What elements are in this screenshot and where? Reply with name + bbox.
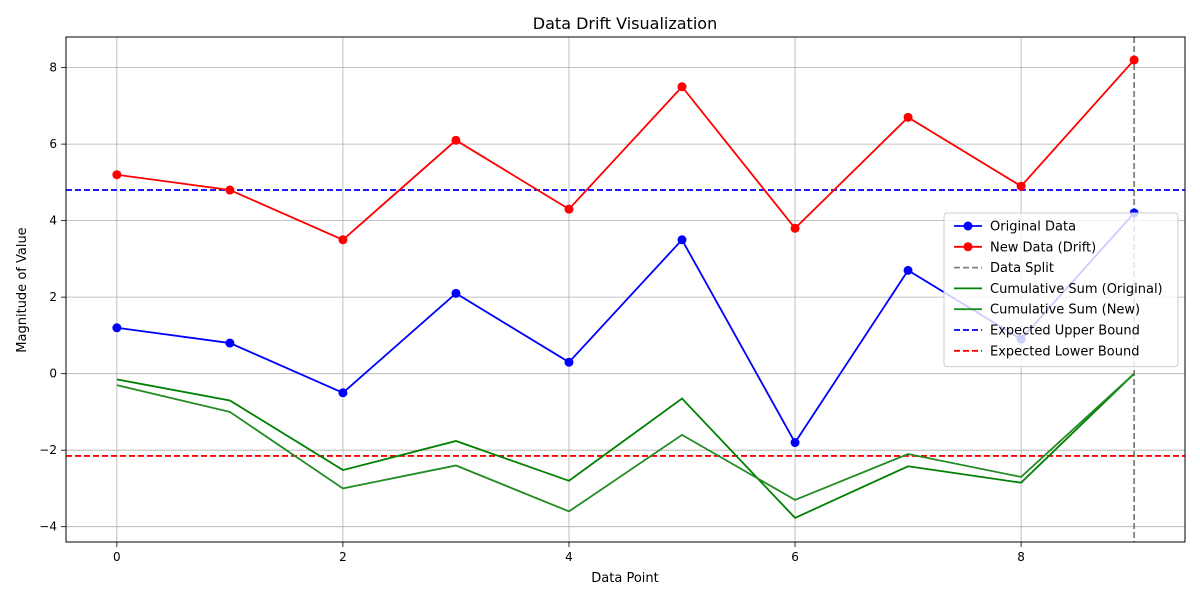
chart-title: Data Drift Visualization — [533, 14, 717, 33]
legend-marker — [963, 242, 973, 252]
y-tick-label: −2 — [39, 443, 57, 457]
original-data-point — [564, 357, 574, 367]
cumulative-sum-new--line — [116, 373, 1135, 513]
x-tick-label: 2 — [339, 550, 347, 564]
new-data-drift--point — [1016, 181, 1026, 191]
new-data-drift--point — [112, 170, 122, 180]
y-tick-label: 4 — [49, 214, 57, 228]
legend-label: Expected Lower Bound — [990, 344, 1139, 359]
new-data-drift--point — [225, 185, 235, 195]
y-tick-label: 2 — [49, 290, 57, 304]
x-tick-label: 6 — [791, 550, 799, 564]
series-group — [112, 55, 1139, 519]
new-data-drift--point — [564, 204, 574, 214]
y-tick-label: −4 — [39, 520, 57, 534]
original-data-point — [338, 388, 348, 398]
y-tick-label: 8 — [49, 61, 57, 75]
legend-label: Original Data — [990, 220, 1076, 235]
plot-area-frame — [65, 36, 1186, 543]
y-tick-label: 6 — [49, 137, 57, 151]
legend-label: New Data (Drift) — [990, 240, 1096, 255]
new-data-drift--point — [677, 82, 687, 92]
x-tick-label: 4 — [565, 550, 573, 564]
new-data-drift--point — [1129, 55, 1139, 65]
original-data-point — [790, 438, 800, 448]
legend-box — [943, 212, 1179, 368]
original-data-point — [677, 235, 687, 245]
x-tick-label: 8 — [1017, 550, 1025, 564]
original-data-point — [112, 323, 122, 333]
y-tick-label: 0 — [49, 367, 57, 381]
y-axis-label: Magnitude of Value — [15, 227, 30, 352]
legend-marker — [963, 221, 973, 231]
new-data-drift--point — [451, 135, 461, 145]
axis-ticks: 0 2 4 6 8 −4 −2 0 2 4 6 8 — [39, 61, 1025, 564]
original-data-point — [903, 265, 913, 275]
x-tick-label: 0 — [113, 550, 121, 564]
legend-label: Cumulative Sum (Original) — [990, 282, 1163, 297]
legend: Original Data New Data (Drift) Data Split C… — [943, 212, 1179, 368]
new-data-drift--line — [116, 59, 1135, 241]
new-data-drift--point — [790, 223, 800, 233]
legend-label: Cumulative Sum (New) — [990, 303, 1140, 318]
original-data-point — [451, 288, 461, 298]
legend-label: Expected Upper Bound — [990, 324, 1140, 339]
legend-label: Data Split — [990, 261, 1054, 276]
new-data-drift--point — [903, 112, 913, 122]
new-data-drift--point — [338, 235, 348, 245]
original-data-point — [225, 338, 235, 348]
x-axis-label: Data Point — [591, 571, 658, 586]
cumulative-sum-original--line — [116, 373, 1135, 519]
